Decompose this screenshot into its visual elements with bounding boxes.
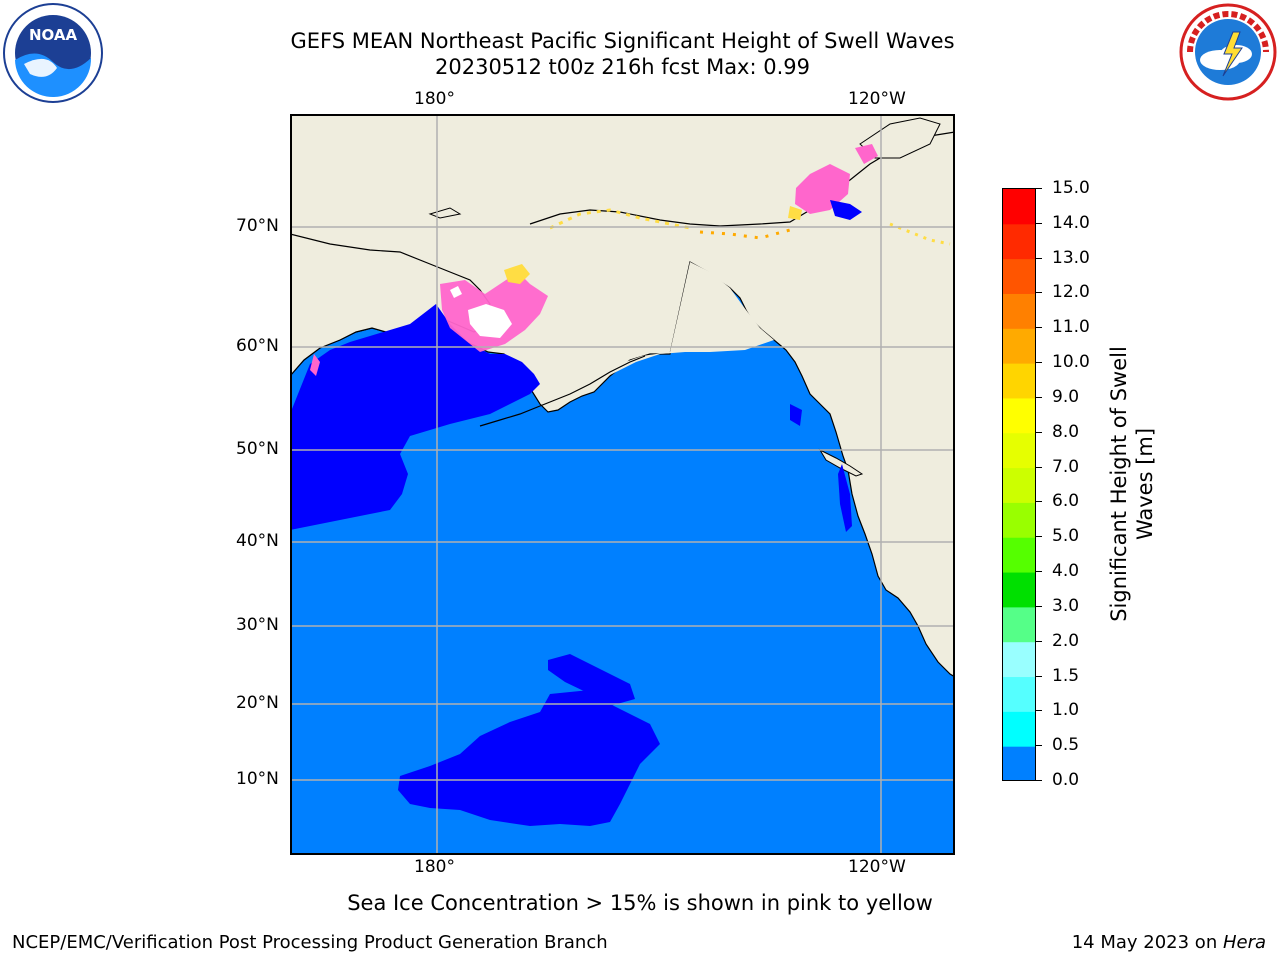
sea-ice-caption: Sea Ice Concentration > 15% is shown in … — [347, 891, 933, 915]
low-swell-region-subtropical — [398, 690, 660, 826]
map-frame — [290, 114, 955, 855]
colorbar-label-line2: Waves [m] — [1133, 427, 1157, 541]
footer-date: 14 May 2023 on Hera — [1072, 932, 1266, 953]
colorbar-tick-label: 4.0 — [1052, 561, 1080, 582]
colorbar-tick-label: 0.5 — [1052, 735, 1080, 756]
colorbar-tick-label: 1.5 — [1052, 665, 1080, 686]
colorbar-tick-mark — [1036, 292, 1042, 294]
lon-label-top-120w: 120°W — [848, 89, 906, 109]
lat-label-40n: 40°N — [236, 531, 279, 551]
lon-label-top-180: 180° — [414, 89, 455, 109]
colorbar-tick-mark — [1036, 362, 1042, 364]
colorbar-segment — [1003, 328, 1035, 364]
map-gridlines — [290, 114, 955, 855]
colorbar-tick-label: 3.0 — [1052, 595, 1080, 616]
colorbar-segment — [1003, 467, 1035, 503]
colorbar-tick-mark — [1036, 257, 1042, 259]
footer-credit: NCEP/EMC/Verification Post Processing Pr… — [12, 932, 608, 953]
colorbar-segment — [1003, 711, 1035, 747]
footer-host: Hera — [1222, 932, 1266, 953]
colorbar-tick-label: 2.0 — [1052, 630, 1080, 651]
colorbar-tick-label: 5.0 — [1052, 526, 1080, 547]
colorbar-segment — [1003, 363, 1035, 399]
colorbar-segment — [1003, 641, 1035, 678]
colorbar-tick-mark — [1036, 745, 1042, 747]
colorbar-tick-mark — [1036, 222, 1042, 224]
colorbar-tick-mark — [1036, 536, 1042, 538]
colorbar-tick-mark — [1036, 466, 1042, 468]
colorbar-segment — [1003, 189, 1035, 225]
lat-label-70n: 70°N — [236, 216, 279, 236]
colorbar-segment — [1003, 432, 1035, 469]
colorbar-tick-mark — [1036, 710, 1042, 712]
colorbar-tick-mark — [1036, 431, 1042, 433]
lat-label-60n: 60°N — [236, 336, 279, 356]
colorbar-tick-mark — [1036, 396, 1042, 398]
colorbar-tick-mark — [1036, 675, 1042, 677]
noaa-logo-text: NOAA — [29, 26, 78, 44]
colorbar-tick-mark — [1036, 501, 1042, 503]
colorbar-tick-label: 6.0 — [1052, 491, 1080, 512]
colorbar-segment — [1003, 537, 1035, 573]
colorbar-tick-label: 1.0 — [1052, 700, 1080, 721]
colorbar-tick-label: 10.0 — [1052, 352, 1090, 373]
chart-subtitle: 20230512 t00z 216h fcst Max: 0.99 — [435, 55, 810, 79]
colorbar-tick-mark — [1036, 780, 1042, 781]
colorbar-tick-label: 7.0 — [1052, 456, 1080, 477]
colorbar-tick-mark — [1036, 571, 1042, 573]
colorbar — [1002, 188, 1036, 781]
colorbar-label-line1: Significant Height of Swell — [1107, 346, 1131, 622]
colorbar-tick-mark — [1036, 327, 1042, 329]
colorbar-segment — [1003, 258, 1035, 294]
colorbar-tick-label: 12.0 — [1052, 282, 1090, 303]
colorbar-segment — [1003, 606, 1035, 643]
lon-label-bottom-120w: 120°W — [848, 857, 906, 877]
sea-ice-overlay — [310, 144, 951, 376]
colorbar-tick-label: 8.0 — [1052, 421, 1080, 442]
lon-label-bottom-180: 180° — [414, 857, 455, 877]
colorbar-tick-label: 0.0 — [1052, 770, 1080, 790]
colorbar-tick-mark — [1036, 640, 1042, 642]
footer-date-text: 14 May 2023 on — [1071, 932, 1223, 953]
low-swell-region-bering — [290, 304, 540, 530]
colorbar-ticks: 15.0 14.0 13.0 12.0 11.0 10.0 9.0 8.0 7.0 6.0 5.0 4… — [1036, 178, 1106, 790]
colorbar-tick-label: 14.0 — [1052, 212, 1090, 233]
colorbar-tick-mark — [1036, 605, 1042, 607]
nws-logo — [1179, 3, 1277, 101]
colorbar-tick-label: 11.0 — [1052, 317, 1090, 338]
colorbar-tick-label: 15.0 — [1052, 178, 1090, 198]
colorbar-segment — [1003, 502, 1035, 538]
map-panel — [290, 114, 955, 855]
colorbar-segment — [1003, 746, 1035, 781]
colorbar-tick-mark — [1036, 188, 1042, 189]
lat-label-20n: 20°N — [236, 693, 279, 713]
colorbar-segment — [1003, 397, 1035, 434]
colorbar-tick-label: 13.0 — [1052, 247, 1090, 268]
lat-label-30n: 30°N — [236, 615, 279, 635]
noaa-logo: NOAA — [3, 3, 103, 103]
colorbar-segment — [1003, 676, 1035, 712]
lat-label-50n: 50°N — [236, 439, 279, 459]
lat-label-10n: 10°N — [236, 769, 279, 789]
colorbar-tick-label: 9.0 — [1052, 386, 1080, 407]
chart-title: GEFS MEAN Northeast Pacific Significant … — [290, 29, 955, 53]
colorbar-segment — [1003, 572, 1035, 608]
colorbar-segment — [1003, 293, 1035, 329]
colorbar-segment — [1003, 223, 1035, 260]
